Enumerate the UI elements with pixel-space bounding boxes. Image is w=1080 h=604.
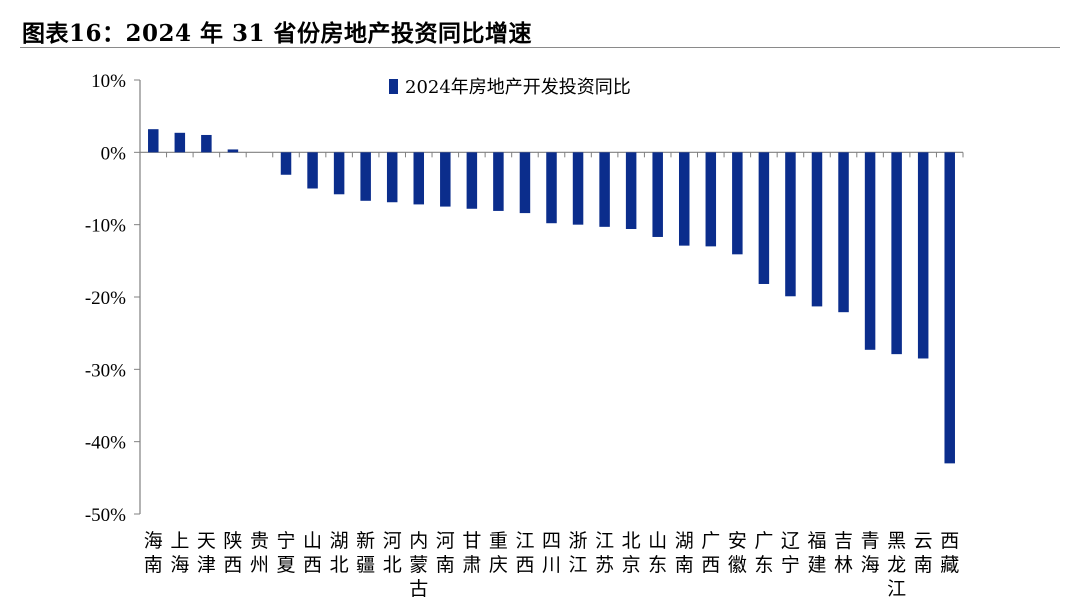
category-label: 青海 [861, 530, 880, 576]
bar-series [148, 129, 955, 464]
category-label: 西藏 [940, 530, 959, 576]
category-label: 广东 [754, 530, 773, 576]
figure-title: 图表16：2024 年 31 省份房地产投资同比增速 [22, 20, 533, 47]
legend-label: 2024年房地产开发投资同比 [405, 77, 631, 98]
bar [386, 152, 398, 203]
y-tick-label: -30% [85, 360, 126, 381]
bar [811, 152, 823, 307]
category-label: 北京 [622, 530, 641, 576]
x-axis-categories: 海南上海天津陕西贵州宁夏山西湖北新疆河北内蒙古河南甘肃重庆江西四川浙江江苏北京山… [144, 530, 959, 600]
category-label: 江西 [515, 530, 534, 576]
bar [201, 134, 212, 153]
bar [678, 152, 690, 246]
category-label: 新疆 [356, 530, 375, 576]
bar [174, 132, 186, 153]
bar [625, 152, 637, 230]
bar [572, 152, 584, 225]
category-label: 内蒙古 [409, 530, 428, 600]
category-label: 浙江 [569, 530, 588, 576]
category-label: 河南 [436, 530, 455, 576]
category-label: 福建 [807, 530, 826, 576]
bar [519, 152, 531, 214]
category-label: 海南 [144, 530, 163, 576]
bar [440, 152, 451, 207]
bar [360, 152, 371, 201]
category-label: 河北 [383, 530, 402, 576]
category-label: 重庆 [489, 530, 508, 576]
bar [413, 152, 425, 205]
category-label: 贵州 [250, 530, 269, 576]
bar [944, 152, 955, 464]
category-label: 甘肃 [462, 530, 481, 576]
category-label: 黑龙江 [887, 530, 906, 600]
category-label: 吉林 [834, 530, 853, 576]
bar [891, 152, 902, 355]
bar [148, 129, 159, 153]
bar [758, 152, 770, 284]
bar [280, 152, 292, 175]
category-label: 广西 [701, 530, 720, 576]
bar [705, 152, 717, 247]
bar [785, 152, 796, 297]
category-label: 云南 [914, 530, 933, 576]
category-label: 陕西 [223, 530, 242, 576]
category-label: 宁夏 [277, 530, 296, 576]
category-label: 天津 [197, 530, 216, 576]
category-label: 四川 [542, 530, 561, 576]
category-label: 上海 [170, 530, 189, 576]
bar [493, 152, 504, 211]
category-label: 山东 [648, 530, 667, 576]
bar [732, 152, 743, 255]
bar [864, 152, 876, 350]
y-axis-ticks: 10% 0% -10% -20% -30% -40% -50% [85, 71, 140, 526]
bar [599, 152, 610, 227]
legend-swatch [389, 79, 398, 94]
title-divider [20, 47, 1060, 48]
y-tick-label: -50% [85, 505, 126, 526]
y-tick-label: -20% [85, 288, 126, 309]
category-label: 湖南 [675, 530, 694, 576]
bar [307, 152, 318, 189]
category-label: 江苏 [595, 530, 614, 576]
bar [917, 152, 929, 359]
bar [466, 152, 478, 209]
bar [546, 152, 557, 224]
bar [838, 152, 849, 313]
legend: 2024年房地产开发投资同比 [389, 77, 631, 98]
bar [333, 152, 345, 195]
y-tick-label: 0% [101, 143, 127, 164]
y-tick-label: -10% [85, 216, 126, 237]
category-label: 山西 [303, 530, 322, 576]
bar [227, 149, 239, 153]
category-label: 辽宁 [781, 530, 800, 576]
y-tick-label: 10% [91, 71, 126, 92]
bar [652, 152, 663, 237]
y-tick-label: -40% [85, 433, 126, 454]
category-label: 湖北 [330, 530, 349, 576]
category-label: 安徽 [728, 530, 747, 576]
